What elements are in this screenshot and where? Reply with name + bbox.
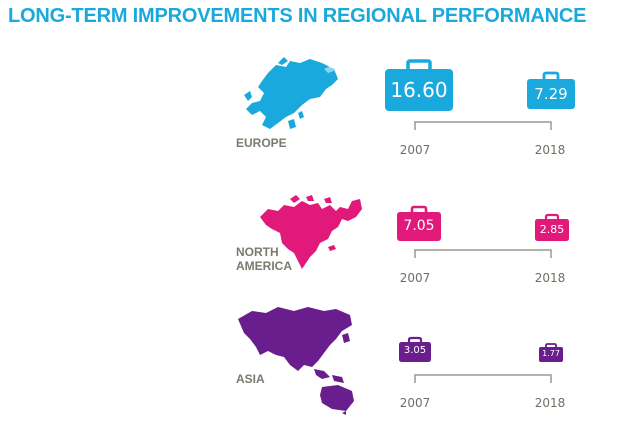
region-label-line: ASIA — [236, 372, 265, 386]
year-label: 2007 — [399, 396, 431, 410]
chart-title: LONG-TERM IMPROVEMENTS IN REGIONAL PERFO… — [8, 5, 587, 27]
value-label: 7.05 — [403, 218, 435, 234]
asia-map-icon — [238, 307, 354, 415]
briefcase-icon — [539, 343, 563, 362]
value-label: 1.77 — [542, 349, 560, 358]
value-label: 3.05 — [403, 345, 427, 356]
region-label-line: AMERICA — [236, 259, 292, 273]
value-label: 2.85 — [539, 223, 565, 236]
briefcase-icon — [385, 59, 453, 111]
briefcase-icon — [527, 71, 575, 109]
year-label: 2018 — [534, 271, 566, 285]
year-label: 2018 — [534, 396, 566, 410]
briefcase-icon — [535, 213, 569, 241]
region-label: EUROPE — [236, 136, 287, 150]
region-label: NORTH AMERICA — [236, 245, 292, 273]
region-label-line: EUROPE — [236, 136, 287, 150]
year-bracket — [414, 249, 552, 258]
year-label: 2007 — [399, 271, 431, 285]
region-label: ASIA — [236, 372, 265, 386]
north-america-map-icon — [260, 195, 362, 269]
briefcase-icon — [397, 205, 441, 241]
value-label: 7.29 — [534, 85, 568, 103]
year-bracket — [414, 374, 552, 383]
europe-map-icon — [244, 57, 338, 129]
briefcase-icon — [399, 336, 431, 362]
region-label-line: NORTH — [236, 245, 279, 259]
year-label: 2018 — [534, 143, 566, 157]
value-label: 16.60 — [390, 78, 448, 102]
year-bracket — [414, 121, 552, 130]
year-label: 2007 — [399, 143, 431, 157]
